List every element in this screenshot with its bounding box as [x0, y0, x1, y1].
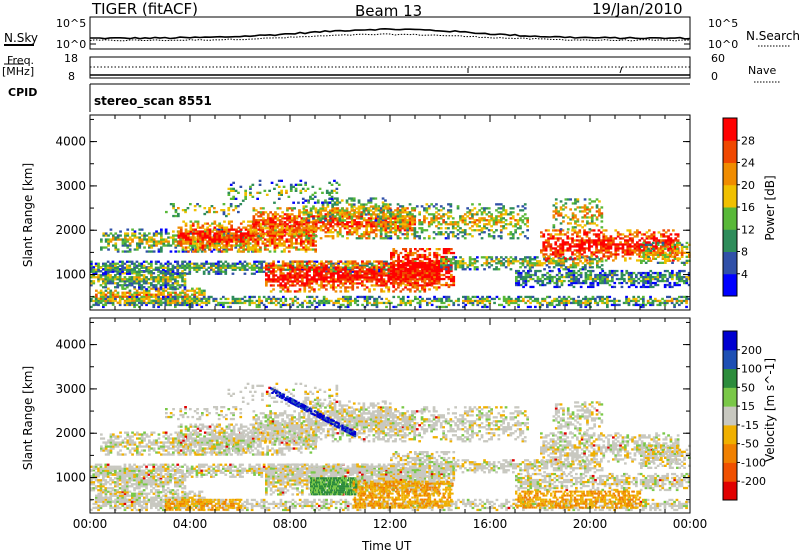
nsky-panel-frame [89, 16, 691, 50]
velocity-colorbar-frame [722, 330, 738, 501]
velocity-colorbar-tick-label: -15 [741, 419, 759, 432]
nave-tick-low: 0 [711, 70, 718, 83]
freq-tick-high: 18 [64, 52, 78, 65]
velocity-colorbar-tick-label: -100 [741, 456, 766, 469]
velocity-ytick-label: 2000 [55, 426, 86, 440]
velocity-ytick-label: 4000 [55, 338, 86, 352]
xtick-label: 04:00 [173, 517, 208, 531]
power-ytick-label: 1000 [55, 268, 86, 282]
xtick-label: 12:00 [373, 517, 408, 531]
power-colorbar-tick-label: 16 [741, 201, 755, 214]
power-colorbar-swatch [723, 184, 737, 208]
velocity-colorbar-swatch [723, 349, 737, 370]
freq-unit: [MHz] [2, 65, 35, 78]
station-title: TIGER (fitACF) [92, 0, 199, 18]
nave-tick-high: 60 [711, 52, 725, 65]
power-colorbar-swatch [723, 162, 737, 186]
power-colorbar-tick-label: 20 [741, 179, 755, 192]
velocity-colorbar-tick-label: -50 [741, 438, 759, 451]
cpid-label: CPID [8, 86, 38, 99]
nsearch-tick-low: 10^0 [708, 38, 739, 51]
cpid-value: stereo_scan 8551 [94, 94, 212, 108]
xtick-label: 20:00 [573, 517, 608, 531]
velocity-colorbar-swatch [723, 387, 737, 407]
velocity-colorbar-tick-label: 200 [741, 344, 762, 357]
velocity-colorbar-swatch [723, 424, 737, 445]
nsearch-tick-high: 10^5 [708, 17, 739, 30]
xtick-label: 00:00 [73, 517, 108, 531]
power-colorbar-tick-label: 28 [741, 134, 755, 147]
power-colorbar-swatch [723, 251, 737, 275]
nsky-tick-low: 10^0 [56, 38, 87, 51]
nsearch-label: N.Search [746, 29, 800, 43]
velocity-heatmap-cells [90, 382, 691, 512]
nsky-tick-high: 10^5 [56, 17, 87, 30]
power-heatmap-cells [90, 179, 691, 309]
power-colorbar-swatch [723, 273, 737, 297]
power-colorbar-tick-label: 12 [741, 223, 755, 236]
date-title: 19/Jan/2010 [592, 0, 683, 18]
velocity-colorbar-tick-label: 15 [741, 400, 755, 413]
power-ytick-label: 3000 [55, 179, 86, 193]
power-colorbar-tick-label: 4 [741, 268, 748, 281]
freq-glitch [619, 66, 623, 74]
xtick-label: 08:00 [273, 517, 308, 531]
nsearch-line [89, 33, 691, 42]
power-colorbar-swatch [723, 229, 737, 252]
xtick-label: 16:00 [473, 517, 508, 531]
power-colorbar-swatch [723, 140, 737, 163]
nsky-label: N.Sky [4, 31, 39, 45]
power-ytick-label: 2000 [55, 223, 86, 237]
power-colorbar-swatch [723, 207, 737, 230]
velocity-colorbar-swatch [723, 331, 737, 351]
velocity-colorbar-swatch [723, 406, 737, 426]
beam-title: Beam 13 [355, 2, 423, 20]
power-colorbar-tick-label: 8 [741, 246, 748, 259]
velocity-ytick-label: 1000 [55, 471, 86, 485]
nave-label: Nave [748, 64, 777, 77]
velocity-colorbar-tick-label: 50 [741, 381, 755, 394]
power-ytick-label: 4000 [55, 135, 86, 149]
xtick-label: 00:00 [673, 517, 708, 531]
velocity-colorbar-tick-label: -200 [741, 475, 766, 488]
velocity-colorbar-swatch [723, 368, 737, 388]
nsky-line [90, 27, 691, 40]
freq-tick-low: 8 [68, 70, 75, 83]
velocity-colorbar-tick-label: 100 [741, 363, 762, 376]
power-colorbar-swatch [723, 118, 737, 141]
velocity-colorbar-swatch [723, 481, 737, 501]
velocity-colorbar-swatch [723, 443, 737, 463]
velocity-colorbar-swatch [723, 462, 737, 482]
power-colorbar-tick-label: 24 [741, 157, 755, 170]
velocity-ytick-label: 3000 [55, 382, 86, 396]
xlabel: Time UT [362, 539, 412, 553]
